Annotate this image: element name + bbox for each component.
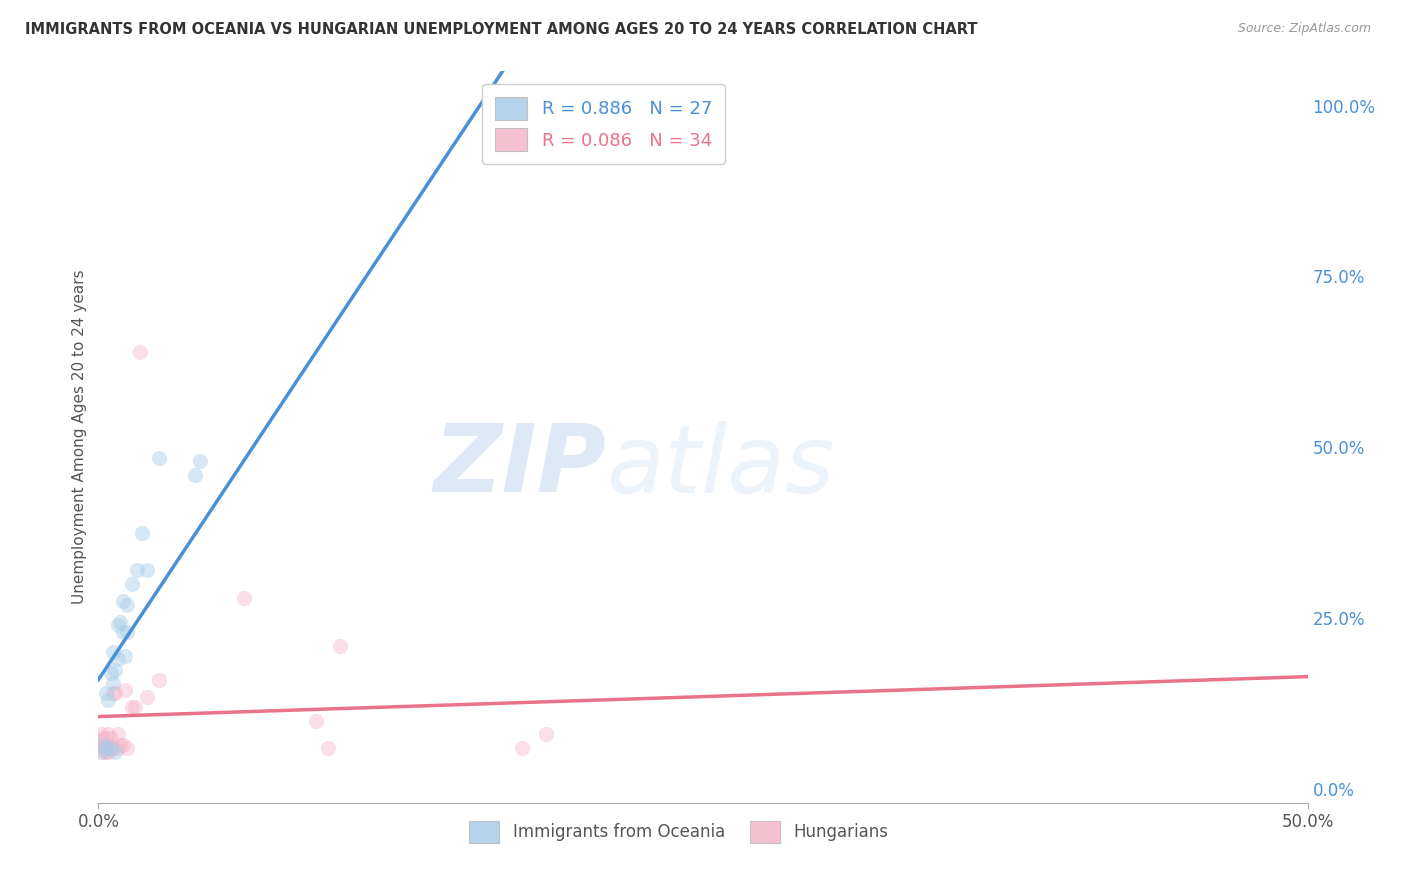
Point bbox=[97, 693, 120, 707]
Point bbox=[510, 741, 533, 756]
Text: Source: ZipAtlas.com: Source: ZipAtlas.com bbox=[1237, 22, 1371, 36]
Text: IMMIGRANTS FROM OCEANIA VS HUNGARIAN UNEMPLOYMENT AMONG AGES 20 TO 24 YEARS CORR: IMMIGRANTS FROM OCEANIA VS HUNGARIAN UNE… bbox=[25, 22, 977, 37]
Point bbox=[117, 741, 139, 756]
Point bbox=[111, 624, 134, 639]
Point bbox=[91, 731, 114, 745]
Point bbox=[131, 525, 153, 540]
Point bbox=[184, 467, 207, 482]
Point bbox=[135, 690, 157, 704]
Point bbox=[101, 741, 124, 756]
Point bbox=[101, 676, 124, 690]
Point bbox=[101, 686, 124, 700]
Point bbox=[148, 450, 170, 465]
Point bbox=[91, 745, 114, 759]
Point bbox=[305, 714, 328, 728]
Point bbox=[100, 741, 122, 756]
Point bbox=[316, 741, 339, 756]
Point bbox=[107, 727, 129, 741]
Point bbox=[498, 119, 520, 133]
Point bbox=[90, 738, 112, 752]
Legend: Immigrants from Oceania, Hungarians: Immigrants from Oceania, Hungarians bbox=[463, 814, 896, 849]
Point bbox=[135, 563, 157, 577]
Point bbox=[117, 624, 139, 639]
Point bbox=[90, 745, 112, 759]
Point bbox=[101, 645, 124, 659]
Point bbox=[94, 738, 117, 752]
Point bbox=[94, 686, 117, 700]
Point bbox=[127, 563, 149, 577]
Point bbox=[97, 745, 120, 759]
Point bbox=[114, 648, 136, 663]
Point bbox=[94, 731, 117, 745]
Point bbox=[94, 741, 117, 756]
Point bbox=[121, 577, 143, 591]
Point bbox=[100, 731, 122, 745]
Point bbox=[124, 700, 146, 714]
Point bbox=[97, 738, 120, 752]
Point bbox=[104, 745, 127, 759]
Point bbox=[107, 741, 129, 756]
Point bbox=[121, 700, 143, 714]
Point bbox=[104, 686, 127, 700]
Point bbox=[111, 738, 134, 752]
Point bbox=[148, 673, 170, 687]
Point bbox=[107, 652, 129, 666]
Point bbox=[534, 727, 557, 741]
Point bbox=[188, 454, 211, 468]
Point bbox=[329, 639, 352, 653]
Point bbox=[108, 738, 131, 752]
Point bbox=[111, 594, 134, 608]
Point bbox=[91, 741, 114, 756]
Y-axis label: Unemployment Among Ages 20 to 24 years: Unemployment Among Ages 20 to 24 years bbox=[72, 269, 87, 605]
Text: ZIP: ZIP bbox=[433, 420, 606, 512]
Point bbox=[108, 615, 131, 629]
Point bbox=[128, 344, 150, 359]
Point bbox=[104, 663, 127, 677]
Point bbox=[114, 683, 136, 698]
Point bbox=[90, 734, 112, 748]
Point bbox=[107, 618, 129, 632]
Text: atlas: atlas bbox=[606, 421, 835, 512]
Point bbox=[90, 727, 112, 741]
Point bbox=[100, 665, 122, 680]
Point bbox=[100, 741, 122, 756]
Point bbox=[232, 591, 254, 605]
Point bbox=[97, 727, 120, 741]
Point bbox=[94, 745, 117, 759]
Point bbox=[117, 598, 139, 612]
Point bbox=[91, 738, 114, 752]
